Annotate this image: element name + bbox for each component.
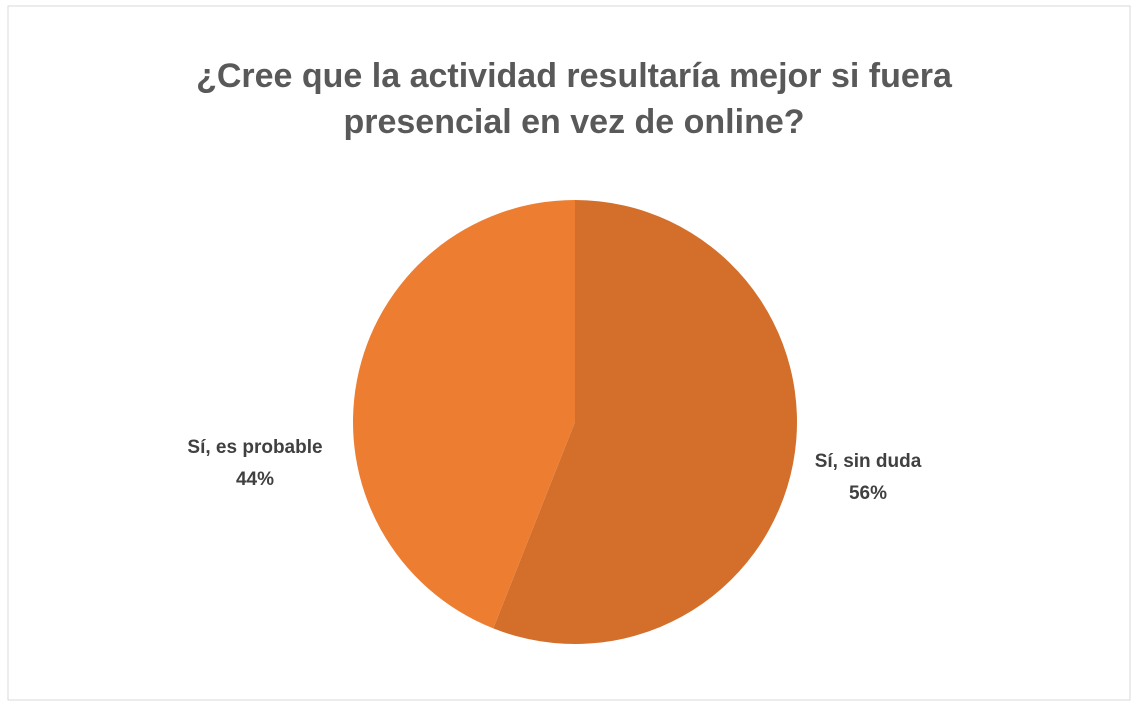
slice-value-label: 44% — [236, 469, 274, 490]
slice-category-label: Sí, es probable — [187, 437, 322, 458]
slice-value-label: 56% — [849, 483, 887, 504]
slice-category-label: Sí, sin duda — [815, 451, 922, 472]
pie-slice — [352, 200, 575, 629]
chart-title: presencial en vez de online? — [343, 103, 804, 141]
pie-slice — [493, 200, 797, 644]
chart-title: ¿Cree que la actividad resultaría mejor … — [196, 57, 953, 95]
